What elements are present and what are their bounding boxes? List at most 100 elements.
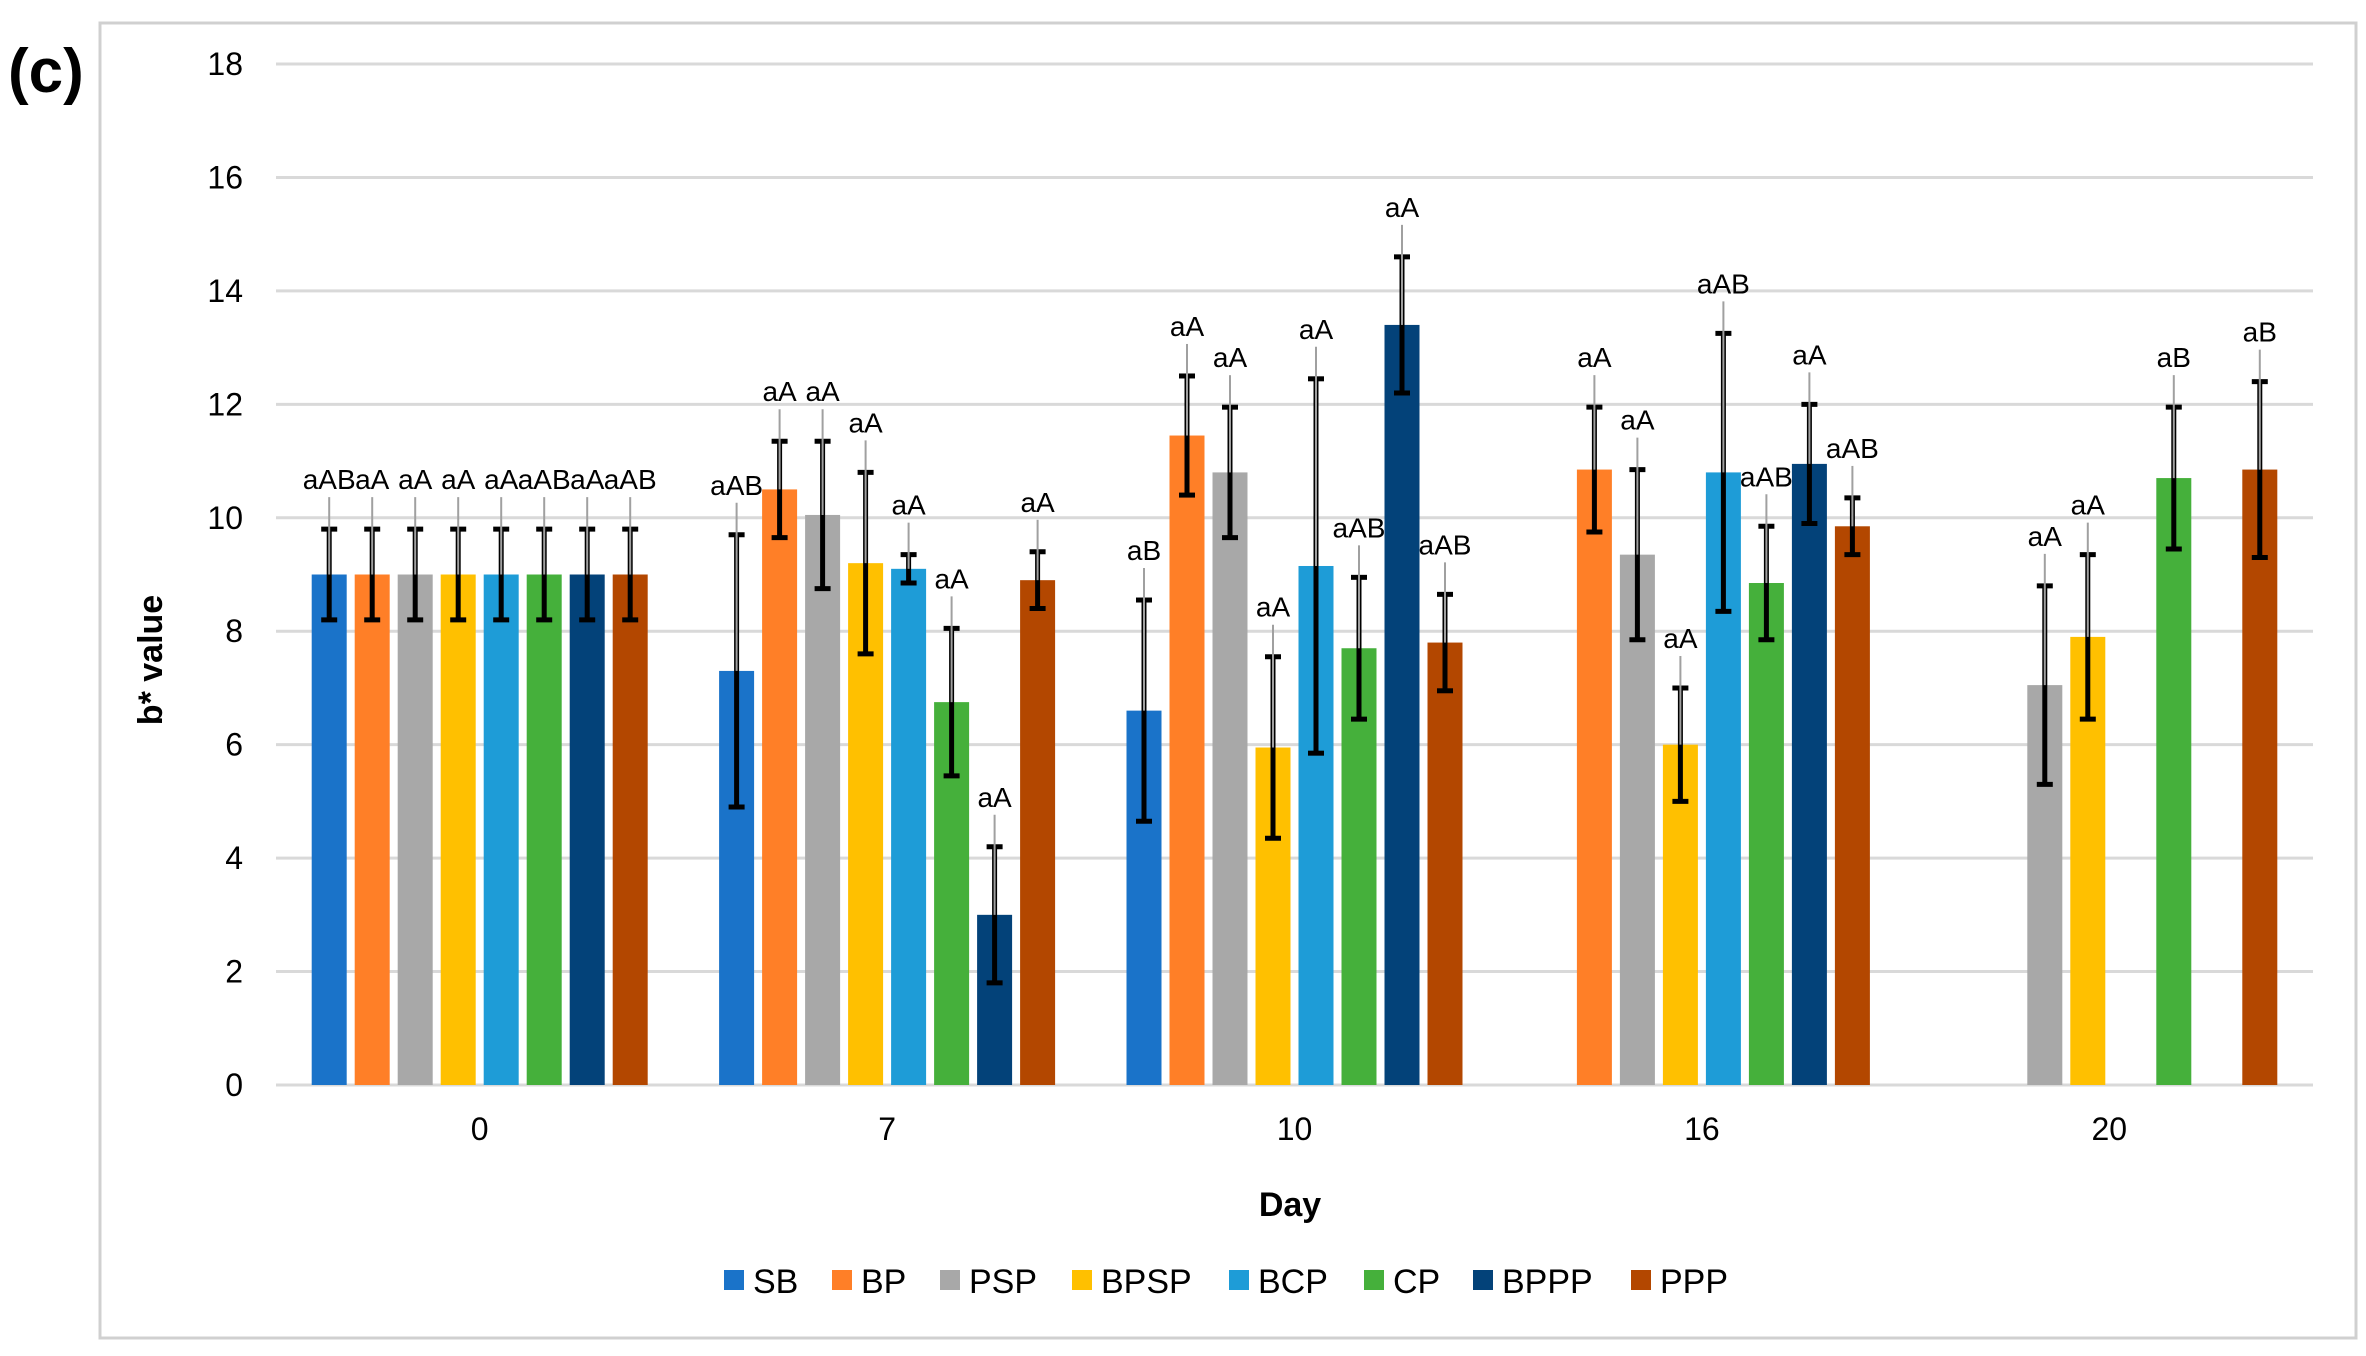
data-label: aB xyxy=(2157,342,2191,373)
legend-swatch xyxy=(832,1270,852,1290)
bar-bp-day-10 xyxy=(1169,435,1205,1086)
data-label: aB xyxy=(2243,317,2277,348)
data-label: aA xyxy=(570,464,605,495)
y-tick-label: 2 xyxy=(225,954,243,990)
bar-cp-day-0 xyxy=(526,574,562,1085)
x-axis-label: Day xyxy=(1259,1186,1321,1224)
data-label: aA xyxy=(484,464,519,495)
data-label: aA xyxy=(1792,339,1827,370)
bar-bcp-day-7 xyxy=(891,568,927,1085)
legend-label: PPP xyxy=(1660,1263,1728,1301)
bar-cp-day-20 xyxy=(2156,478,2192,1085)
legend-swatch xyxy=(724,1270,744,1290)
legend-item-psp: PSP xyxy=(940,1263,1037,1301)
data-label: aA xyxy=(1577,342,1612,373)
legend-label: BPPP xyxy=(1502,1263,1593,1301)
data-label: aA xyxy=(848,407,883,438)
legend-item-bppp: BPPP xyxy=(1473,1263,1593,1301)
bar-ppp-day-16 xyxy=(1834,526,1870,1085)
data-label: aA xyxy=(1385,192,1420,223)
data-label: aA xyxy=(1663,623,1698,654)
data-label: aAB xyxy=(1419,529,1472,560)
x-tick-label: 10 xyxy=(1277,1111,1313,1147)
data-label: aAB xyxy=(303,464,356,495)
bar-psp-day-16 xyxy=(1619,554,1655,1085)
bar-psp-day-10 xyxy=(1212,472,1248,1085)
y-tick-label: 12 xyxy=(207,386,243,422)
data-label: aAB xyxy=(710,470,763,501)
data-label: aA xyxy=(2071,490,2106,521)
legend-item-bp: BP xyxy=(832,1263,906,1301)
legend-item-ppp: PPP xyxy=(1631,1263,1728,1301)
legend-label: SB xyxy=(753,1263,798,1301)
bar-ppp-day-7 xyxy=(1020,580,1056,1085)
bar-bppp-day-16 xyxy=(1791,463,1827,1085)
data-label: aA xyxy=(1620,405,1655,436)
legend-swatch xyxy=(1072,1270,1092,1290)
data-label: aA xyxy=(805,376,840,407)
data-label: aAB xyxy=(1333,512,1386,543)
y-tick-labels: 0 2 4 6 8 10 12 14 16 18 xyxy=(207,46,243,1103)
data-label: aB xyxy=(1127,535,1161,566)
legend: SB BP PSP BPSP BCP CP BPPP PPP xyxy=(724,1263,1728,1301)
legend-item-cp: CP xyxy=(1364,1263,1440,1301)
data-label: aA xyxy=(1020,487,1055,518)
data-label: aA xyxy=(762,376,797,407)
legend-swatch xyxy=(1473,1270,1493,1290)
y-tick-label: 8 xyxy=(225,613,243,649)
data-label: aAB xyxy=(604,464,657,495)
bar-cp-day-16 xyxy=(1748,583,1784,1085)
data-label: aAB xyxy=(1697,268,1750,299)
data-label: aA xyxy=(441,464,476,495)
x-tick-labels: 0 7 10 16 20 xyxy=(471,1111,2127,1147)
bar-ppp-day-20 xyxy=(2242,469,2278,1085)
data-label: aA xyxy=(1299,314,1334,345)
x-tick-label: 7 xyxy=(878,1111,896,1147)
legend-label: BPSP xyxy=(1101,1263,1192,1301)
legend-label: CP xyxy=(1393,1263,1440,1301)
y-tick-label: 0 xyxy=(225,1067,243,1103)
bar-ppp-day-0 xyxy=(612,574,648,1085)
x-tick-label: 20 xyxy=(2092,1111,2128,1147)
y-axis-label: b* value xyxy=(132,595,170,725)
x-tick-label: 0 xyxy=(471,1111,489,1147)
x-tick-label: 16 xyxy=(1684,1111,1720,1147)
legend-label: BP xyxy=(861,1263,906,1301)
data-label: aAB xyxy=(1740,461,1793,492)
bar-bcp-day-0 xyxy=(483,574,519,1085)
data-label: aA xyxy=(934,563,969,594)
legend-swatch xyxy=(1364,1270,1384,1290)
data-label: aA xyxy=(1256,592,1291,623)
data-label: aAB xyxy=(518,464,571,495)
y-tick-label: 10 xyxy=(207,500,243,536)
data-label: aA xyxy=(891,490,926,521)
data-label: aA xyxy=(355,464,390,495)
bar-bp-day-7 xyxy=(762,489,798,1086)
y-tick-label: 14 xyxy=(207,273,243,309)
legend-item-bcp: BCP xyxy=(1229,1263,1328,1301)
y-tick-label: 4 xyxy=(225,840,243,876)
bar-psp-day-0 xyxy=(397,574,433,1085)
panel-label: (c) xyxy=(8,37,84,106)
legend-swatch xyxy=(940,1270,960,1290)
legend-label: PSP xyxy=(969,1263,1037,1301)
legend-swatch xyxy=(1229,1270,1249,1290)
legend-item-sb: SB xyxy=(724,1263,798,1301)
data-label: aAB xyxy=(1826,433,1879,464)
y-tick-label: 16 xyxy=(207,159,243,195)
data-label: aA xyxy=(1213,342,1248,373)
bar-sb-day-0 xyxy=(311,574,347,1085)
bar-bp-day-0 xyxy=(354,574,390,1085)
data-label: aA xyxy=(977,782,1012,813)
bar-bpsp-day-0 xyxy=(440,574,476,1085)
y-tick-label: 6 xyxy=(225,727,243,763)
bar-bppp-day-10 xyxy=(1384,324,1420,1085)
bar-ppp-day-10 xyxy=(1427,642,1463,1085)
data-label: aA xyxy=(2028,521,2063,552)
bar-psp-day-7 xyxy=(805,514,841,1085)
bar-bp-day-16 xyxy=(1576,469,1612,1085)
legend-label: BCP xyxy=(1258,1263,1328,1301)
legend-item-bpsp: BPSP xyxy=(1072,1263,1192,1301)
